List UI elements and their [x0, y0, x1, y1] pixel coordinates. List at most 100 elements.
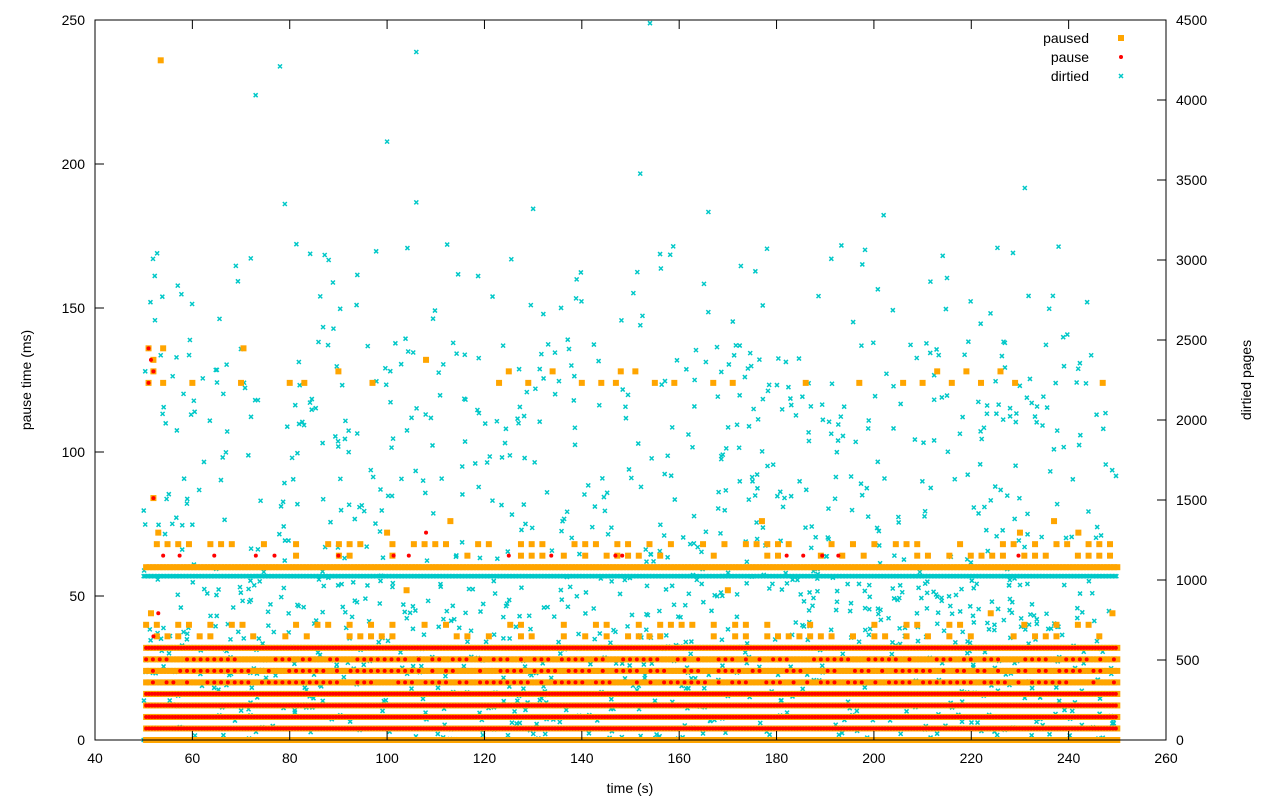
- dirtied-point: [509, 720, 515, 726]
- dirtied-point: [859, 261, 865, 267]
- dirtied-point: [685, 431, 691, 438]
- dirtied-point: [498, 502, 505, 508]
- dirtied-point: [764, 246, 770, 252]
- dirtied-point: [387, 399, 394, 405]
- dirtied-point: [924, 605, 930, 611]
- dirtied-point: [273, 672, 279, 678]
- dirtied-point: [364, 544, 370, 550]
- dirtied-point: [1029, 400, 1035, 406]
- dirtied-point: [849, 507, 855, 513]
- dirtied-point: [186, 352, 192, 358]
- dirtied-point: [335, 438, 341, 444]
- dirtied-point: [1001, 617, 1007, 623]
- dirtied-point: [574, 593, 580, 599]
- dirtied-point: [1061, 707, 1068, 713]
- dirtied-point: [549, 548, 555, 554]
- dirtied-point: [265, 623, 271, 629]
- dirtied-point: [301, 422, 307, 428]
- dirtied-point: [354, 430, 360, 437]
- dirtied-point: [931, 437, 937, 443]
- dirtied-point: [1056, 244, 1062, 250]
- dirtied-point: [725, 626, 731, 632]
- dirtied-point: [365, 343, 371, 349]
- dirtied-point: [718, 369, 724, 375]
- dirtied-point: [917, 569, 923, 575]
- dirtied-point: [361, 662, 367, 668]
- dirtied-point: [698, 549, 705, 555]
- dirtied-point: [421, 632, 427, 638]
- dirtied-point: [943, 306, 949, 312]
- dirtied-point: [922, 508, 928, 514]
- dirtied-point: [596, 402, 602, 408]
- dirtied-point: [783, 570, 789, 576]
- dirtied-point: [733, 342, 739, 348]
- dirtied-point: [1013, 419, 1019, 425]
- dirtied-point: [944, 393, 950, 399]
- dirtied-point: [248, 597, 254, 603]
- dirtied-point: [720, 452, 726, 458]
- dirtied-point: [670, 243, 676, 249]
- dirtied-point: [960, 629, 966, 635]
- dirtied-point: [1088, 352, 1094, 358]
- dirtied-point: [760, 525, 766, 531]
- dirtied-point: [354, 272, 360, 278]
- dirtied-point: [734, 614, 740, 620]
- dirtied-point: [158, 352, 164, 358]
- dirtied-point: [897, 625, 903, 631]
- dirtied-point: [440, 616, 446, 622]
- dirtied-point: [491, 578, 497, 584]
- dirtied-point: [1063, 535, 1069, 541]
- dirtied-point: [571, 373, 577, 379]
- dirtied-point: [462, 397, 468, 403]
- dirtied-point: [556, 378, 562, 384]
- dirtied-point: [934, 621, 940, 627]
- dirtied-point: [492, 590, 498, 597]
- dirtied-point: [487, 453, 493, 460]
- dirtied-point: [865, 514, 871, 520]
- dirtied-point: [380, 555, 386, 561]
- dirtied-point: [669, 424, 675, 430]
- dirtied-point: [410, 603, 416, 609]
- dirtied-point: [439, 476, 445, 482]
- dirtied-point: [931, 397, 937, 403]
- dirtied-point: [429, 442, 436, 448]
- dirtied-point: [1007, 405, 1013, 411]
- dirtied-point: [734, 422, 740, 428]
- dirtied-point: [850, 319, 856, 325]
- dirtied-point: [965, 339, 971, 345]
- dirtied-point: [834, 599, 840, 605]
- dirtied-point: [160, 625, 166, 631]
- dirtied-point: [1094, 638, 1100, 644]
- dirtied-point: [628, 475, 634, 481]
- dirtied-point: [862, 247, 868, 253]
- dirtied-point: [404, 615, 410, 621]
- dirtied-point: [545, 341, 551, 347]
- dirtied-point: [356, 504, 362, 510]
- dirtied-point: [890, 307, 896, 313]
- dirtied-point: [164, 496, 170, 502]
- dirtied-point: [461, 663, 467, 669]
- dirtied-point: [749, 574, 755, 580]
- dirtied-point: [764, 463, 771, 469]
- dirtied-point: [866, 606, 872, 612]
- dirtied-point: [1013, 410, 1019, 417]
- dirtied-point: [875, 611, 881, 617]
- dirtied-point: [178, 605, 184, 611]
- dirtied-point: [440, 361, 446, 367]
- dirtied-point: [668, 473, 674, 479]
- dirtied-point: [899, 589, 905, 595]
- dirtied-point: [552, 391, 558, 397]
- dirtied-point: [723, 445, 729, 451]
- dirtied-point: [754, 485, 760, 491]
- dirtied-point: [175, 592, 181, 598]
- dirtied-point: [503, 426, 509, 432]
- dirtied-point: [692, 377, 698, 383]
- dirtied-point: [865, 425, 871, 432]
- dirtied-point: [241, 635, 247, 641]
- dirtied-point: [658, 265, 664, 272]
- dirtied-point: [240, 598, 246, 604]
- dirtied-point: [719, 637, 725, 643]
- dirtied-point: [1034, 419, 1040, 425]
- dirtied-point: [701, 281, 707, 287]
- dirtied-point: [435, 685, 441, 691]
